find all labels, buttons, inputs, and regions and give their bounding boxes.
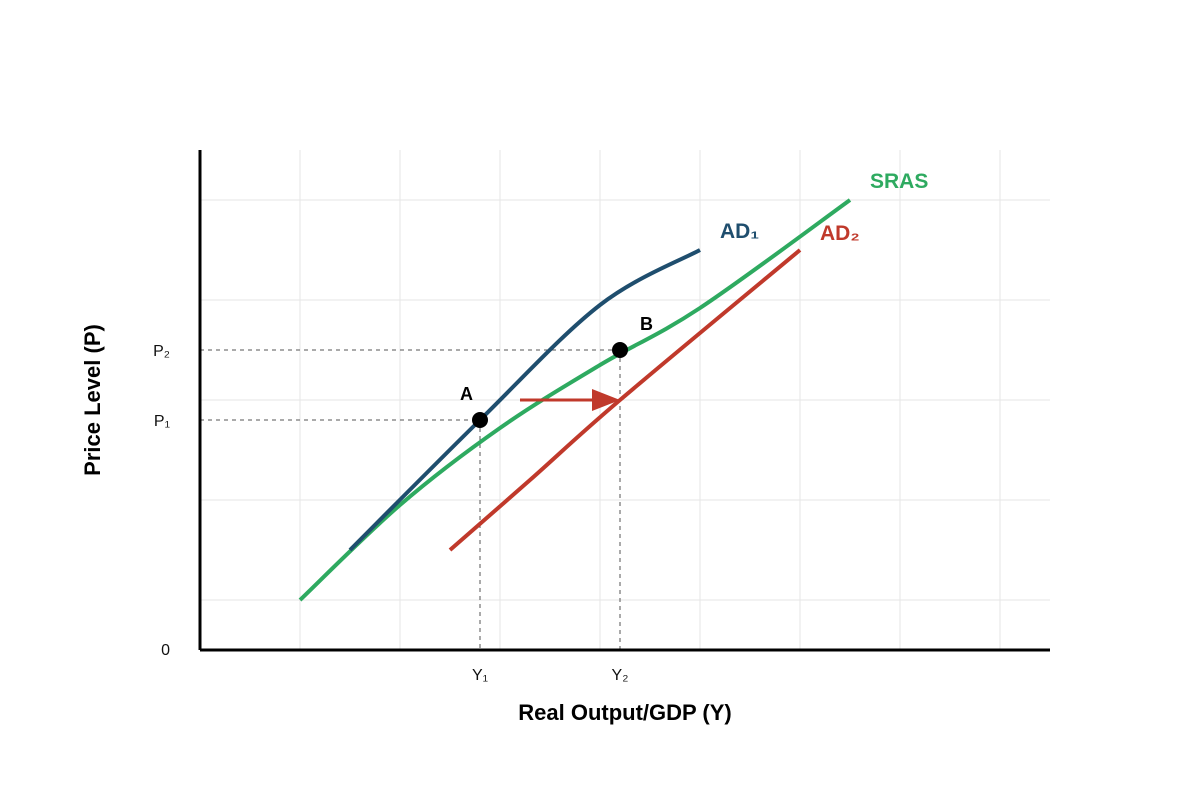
origin-label: 0 xyxy=(161,642,170,659)
ad1-label: AD₁ xyxy=(720,220,759,243)
x-tick-y1: Y₁ xyxy=(472,667,488,684)
shift-arrow-head xyxy=(592,389,620,411)
y-tick-p2: P₂ xyxy=(153,343,170,360)
ad2-label: AD₂ xyxy=(820,222,860,245)
point-a-label: A xyxy=(460,384,473,404)
grid xyxy=(200,150,1050,650)
sras-curve xyxy=(298,198,852,602)
y-axis-title: Price Level (P) xyxy=(80,324,105,476)
point-a xyxy=(472,412,488,428)
sras-label: SRAS xyxy=(870,170,928,193)
axes xyxy=(198,150,1050,652)
ad1-curve xyxy=(348,248,701,552)
x-axis-title: Real Output/GDP (Y) xyxy=(518,700,732,725)
point-b-label: B xyxy=(640,314,653,334)
y-tick-p1: P₁ xyxy=(154,413,170,430)
shift-arrow-group xyxy=(520,389,620,411)
tick-labels: Y₁ P₁ Y₂ P₂ xyxy=(153,343,628,684)
x-tick-y2: Y₂ xyxy=(612,667,629,684)
curves: SRAS AD₁ AD₂ xyxy=(298,170,928,602)
point-b xyxy=(612,342,628,358)
ad2-curve xyxy=(448,248,802,552)
equilibrium-points: AB xyxy=(460,314,653,428)
